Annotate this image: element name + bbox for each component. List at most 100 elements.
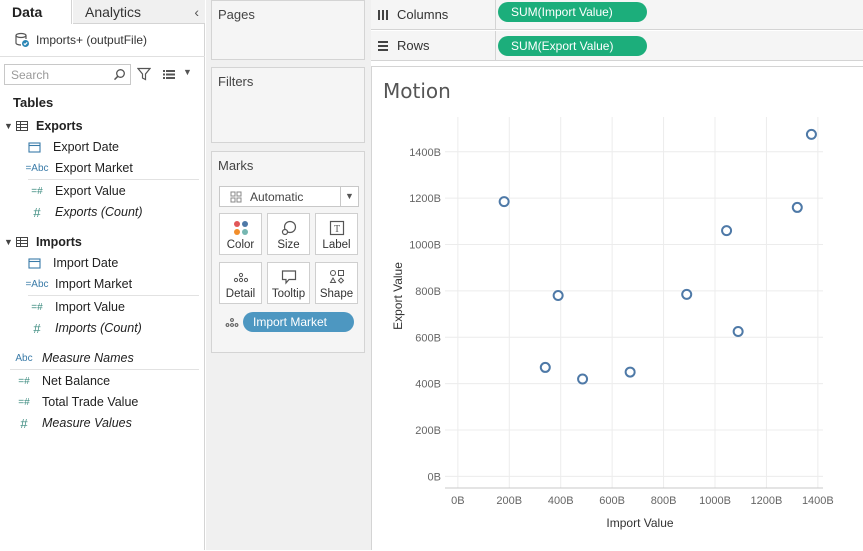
chevron-down-icon[interactable]: ▼ — [4, 237, 13, 247]
chevron-down-icon[interactable]: ▼ — [4, 121, 13, 131]
detail-label: Detail — [225, 288, 256, 300]
x-tick-label: 600B — [599, 495, 625, 507]
shape-button[interactable]: Shape — [315, 262, 358, 304]
columns-icon — [378, 9, 388, 20]
scatter-point[interactable] — [681, 288, 693, 300]
scatter-point[interactable] — [805, 128, 817, 140]
columns-pill-sum-import-value[interactable]: SUM(Import Value) — [498, 2, 647, 22]
field-label: Exports (Count) — [55, 205, 143, 219]
field-label: Measure Values — [42, 416, 132, 430]
detail-icon — [233, 272, 249, 283]
calendar-icon — [28, 258, 41, 269]
y-tick-label: 600B — [415, 332, 441, 344]
field-label: Imports (Count) — [55, 321, 142, 335]
field-label: Measure Names — [42, 351, 134, 365]
rows-label: Rows — [397, 38, 430, 53]
x-tick-label: 0B — [451, 495, 464, 507]
color-label: Color — [226, 239, 255, 251]
scatter-point[interactable] — [791, 201, 803, 213]
columns-label: Columns — [397, 7, 449, 22]
field-export-date[interactable]: Export Date — [28, 137, 119, 157]
measure-calc-icon: =# — [31, 185, 43, 197]
detail-button[interactable]: Detail — [219, 262, 262, 304]
filters-card[interactable]: Filters — [211, 67, 365, 143]
table-imports[interactable]: ▼ Imports — [4, 232, 82, 252]
detail-pill-import-market[interactable]: Import Market — [243, 312, 354, 332]
scatter-point[interactable] — [624, 366, 636, 378]
field-export-value[interactable]: =# Export Value — [24, 181, 125, 201]
measure-calc-icon: =# — [31, 301, 43, 313]
pages-card-title: Pages — [218, 7, 255, 22]
tooltip-label: Tooltip — [271, 288, 306, 300]
search-input[interactable] — [5, 65, 110, 84]
color-button[interactable]: Color — [219, 213, 262, 255]
y-tick-label: 200B — [415, 425, 441, 437]
view-list-icon[interactable] — [162, 67, 176, 81]
field-import-value[interactable]: =# Import Value — [24, 297, 125, 317]
pages-card[interactable]: Pages — [211, 0, 365, 60]
divider — [495, 0, 496, 30]
field-import-date[interactable]: Import Date — [28, 253, 118, 273]
y-tick-label: 400B — [415, 379, 441, 391]
x-tick-label: 200B — [496, 495, 522, 507]
scatter-point[interactable] — [721, 225, 733, 237]
chart-title: Motion — [383, 79, 451, 103]
field-import-market[interactable]: =Abc Import Market — [24, 274, 132, 294]
field-measure-values[interactable]: # Measure Values — [12, 413, 132, 433]
scatter-point[interactable] — [539, 361, 551, 373]
chevron-down-icon[interactable]: ▼ — [183, 67, 192, 77]
color-icon — [234, 221, 248, 235]
field-label: Export Market — [55, 161, 133, 175]
x-tick-label: 1200B — [751, 495, 783, 507]
divider — [28, 179, 199, 180]
measure-calc-icon: =# — [18, 396, 30, 408]
measure-icon: # — [33, 204, 41, 220]
divider — [28, 295, 199, 296]
chevron-down-icon: ▼ — [340, 187, 358, 206]
table-name: Imports — [36, 235, 82, 249]
x-tick-label: 800B — [651, 495, 677, 507]
x-tick-label: 1400B — [802, 495, 834, 507]
field-label: Import Market — [55, 277, 133, 291]
label-label: Label — [322, 239, 351, 251]
measure-icon: # — [20, 415, 28, 431]
size-button[interactable]: Size — [267, 213, 310, 255]
tables-heading: Tables — [13, 95, 54, 110]
field-label: Import Value — [55, 300, 125, 314]
collapse-pane-icon[interactable]: ‹ — [194, 4, 199, 20]
label-button[interactable]: T Label — [315, 213, 358, 255]
pane-tabs: Data Analytics ‹ — [0, 0, 205, 24]
data-pane: Data Analytics ‹ Imports+ (outputFile) ▼… — [0, 0, 205, 550]
scatter-point[interactable] — [552, 290, 564, 302]
field-net-balance[interactable]: =# Net Balance — [12, 371, 110, 391]
field-label: Total Trade Value — [42, 395, 139, 409]
divider — [10, 369, 199, 370]
field-total-trade-value[interactable]: =# Total Trade Value — [12, 392, 138, 412]
x-tick-label: 400B — [548, 495, 574, 507]
field-export-market[interactable]: =Abc Export Market — [24, 158, 133, 178]
mark-type-dropdown[interactable]: Automatic ▼ — [219, 186, 359, 207]
scatter-point[interactable] — [498, 196, 510, 208]
rows-shelf[interactable]: Rows SUM(Export Value) — [371, 31, 863, 61]
field-imports-count[interactable]: # Imports (Count) — [24, 318, 142, 338]
scatter-point[interactable] — [732, 325, 744, 337]
abc-icon: =Abc — [25, 278, 49, 290]
scatter-point[interactable] — [577, 373, 589, 385]
y-tick-label: 1000B — [409, 240, 441, 252]
field-measure-names[interactable]: Abc Measure Names — [12, 348, 134, 368]
table-exports[interactable]: ▼ Exports — [4, 116, 83, 136]
field-exports-count[interactable]: # Exports (Count) — [24, 202, 143, 222]
filter-icon[interactable] — [137, 67, 151, 81]
tab-data[interactable]: Data — [0, 0, 72, 24]
tooltip-button[interactable]: Tooltip — [267, 262, 310, 304]
datasource[interactable]: Imports+ (outputFile) — [14, 30, 147, 50]
label-icon: T — [329, 220, 345, 236]
tab-analytics[interactable]: Analytics ‹ — [73, 0, 205, 24]
svg-text:T: T — [334, 224, 340, 235]
search-icon — [113, 69, 125, 81]
marks-card: Marks Automatic ▼ Color Size T Label — [211, 151, 365, 353]
rows-pill-sum-export-value[interactable]: SUM(Export Value) — [498, 36, 647, 56]
shape-label: Shape — [319, 288, 354, 300]
scatter-plot[interactable]: 0B 200B 400B 600B 800B 1000B 1200B 1400B 0B 200B 4… — [372, 67, 863, 551]
columns-shelf[interactable]: Columns SUM(Import Value) — [371, 0, 863, 30]
